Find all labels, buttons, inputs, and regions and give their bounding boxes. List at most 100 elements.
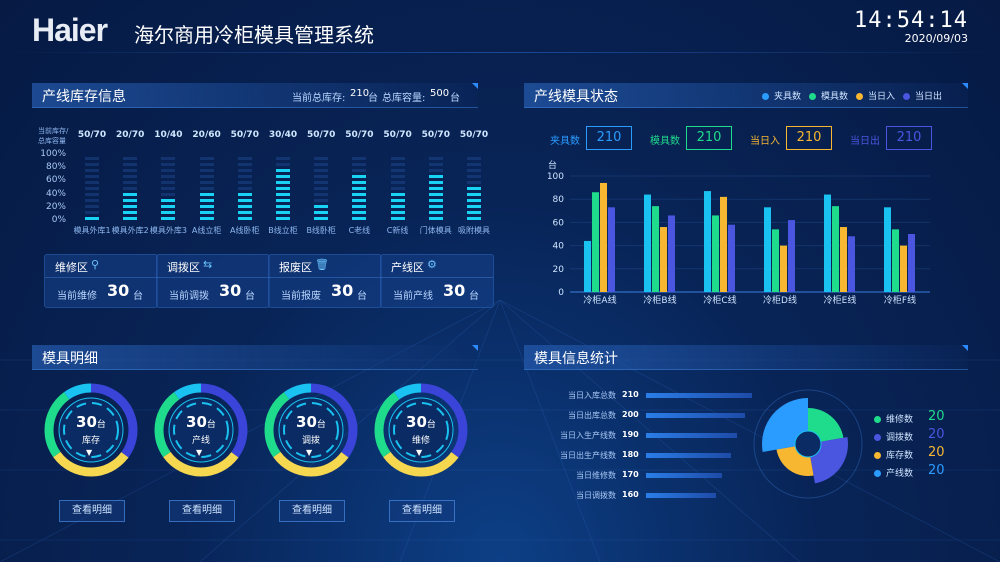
bar-夹具数: [824, 194, 831, 292]
view-detail-button[interactable]: 查看明细: [59, 500, 125, 522]
bar-当日出: [848, 236, 855, 292]
area-card[interactable]: 报废区 🗑 当前报废 30 台: [268, 254, 382, 308]
legend-value: 20: [928, 427, 945, 442]
bar-当日出: [788, 220, 795, 292]
legend-dot: [874, 470, 881, 477]
bar-segment: [161, 163, 176, 166]
stock-bar: [199, 154, 214, 220]
status-title: 产线模具状态: [534, 89, 618, 105]
stock-bar: [352, 154, 367, 220]
ring-label: 调拨: [301, 436, 320, 446]
legend-label: 当日出: [915, 92, 943, 102]
triangle-down-icon: ▼: [416, 448, 423, 457]
bar-segment: [428, 169, 443, 172]
stock-category-label: B线立柜: [268, 226, 298, 235]
view-detail-button[interactable]: 查看明细: [169, 500, 235, 522]
bar-segment: [314, 175, 329, 178]
category-label: 冷柜F线: [884, 294, 916, 306]
area-value: 30: [219, 281, 242, 300]
total-stock-unit: 台: [368, 93, 378, 104]
bar-夹具数: [884, 207, 891, 292]
bar-segment: [276, 187, 290, 190]
category-label: 冷柜A线: [583, 294, 616, 306]
bar-segment: [237, 169, 252, 172]
y-tick-label: 80%: [45, 162, 66, 173]
ring-segment: [374, 383, 468, 477]
bar-segment: [467, 217, 481, 220]
stock-category-label: 门体模具: [419, 226, 452, 235]
legend-dot: [762, 93, 769, 100]
total-stock-label: 当前总库存:: [292, 93, 346, 104]
ring-label: 库存: [81, 436, 100, 446]
y-tick-label: 40%: [45, 188, 66, 199]
molds-title: 模具明细: [42, 351, 98, 367]
status-box-label: 夹具数: [550, 136, 580, 147]
ring-segment: [374, 383, 468, 477]
stats-legend-item: 库存数 20: [874, 445, 945, 461]
bar-segment: [428, 193, 443, 196]
bar-segment: [123, 217, 138, 220]
area-name: 报废区: [279, 261, 312, 274]
ring-inner: [168, 397, 234, 463]
bar-segment: [123, 163, 138, 166]
ring-segment: [154, 383, 248, 477]
stock-bar: [467, 154, 481, 220]
panel-corner: [472, 345, 478, 351]
row-label-line1: 当前库存/: [38, 127, 69, 135]
bar-segment: [161, 187, 176, 190]
bar-segment: [85, 175, 99, 178]
area-unit: 台: [469, 291, 479, 302]
bar-segment: [85, 163, 99, 166]
ring-label: 维修: [411, 436, 430, 446]
status-legend-item: 夹具数: [762, 89, 801, 102]
area-value: 30: [443, 281, 466, 300]
bar-夹具数: [644, 194, 651, 292]
bar-segment: [467, 211, 481, 214]
stat-label: 当日出库总数: [568, 411, 616, 420]
inventory-panel-header: 产线库存信息 当前总库存: 210 台 总库容量: 500 台: [32, 83, 478, 108]
bar-segment: [85, 205, 99, 208]
category-label: 冷柜B线: [643, 294, 676, 306]
area-unit: 台: [245, 291, 255, 302]
bar-segment: [467, 163, 481, 166]
bar-segment: [237, 187, 252, 190]
status-legend-item: 当日出: [903, 89, 942, 102]
stat-label: 当日入生产线数: [560, 431, 616, 440]
stat-bar: [646, 393, 752, 398]
y-tick-label: 20%: [45, 201, 66, 212]
stat-value: 200: [622, 410, 639, 419]
view-detail-button[interactable]: 查看明细: [389, 500, 455, 522]
legend-label: 当日入: [868, 92, 896, 102]
bar-segment: [123, 157, 138, 160]
bar-segment: [390, 205, 405, 208]
bar-当日出: [908, 234, 915, 292]
stock-fraction: 50/70: [459, 130, 489, 140]
ring-segment: [154, 383, 248, 477]
legend-dot: [856, 93, 863, 100]
stock-category-label: 模具外库1: [73, 226, 111, 235]
view-detail-button[interactable]: 查看明细: [279, 500, 345, 522]
bar-segment: [276, 181, 290, 184]
area-label: 当前维修: [57, 291, 97, 302]
area-card[interactable]: 调拨区 ⇆ 当前调拨 30 台: [156, 254, 270, 308]
stock-bar: [123, 154, 138, 220]
bar-segment: [199, 181, 214, 184]
legend-value: 20: [928, 409, 945, 424]
bar-segment: [199, 163, 214, 166]
stock-category-label: A线卧柜: [230, 226, 260, 235]
bar-segment: [123, 205, 138, 208]
bar-segment: [467, 157, 481, 160]
inventory-title: 产线库存信息: [42, 89, 126, 105]
legend-value: 20: [928, 463, 945, 478]
area-card[interactable]: 产线区 ⚙ 当前产线 30 台: [380, 254, 494, 308]
system-title: 海尔商用冷柜模具管理系统: [134, 23, 374, 47]
area-card[interactable]: 维修区 ⚲ 当前维修 30 台: [44, 254, 158, 308]
ring-unit: 台: [96, 420, 106, 430]
stock-fraction: 50/70: [345, 130, 374, 140]
bar-segment: [352, 217, 367, 220]
ring-segment: [264, 383, 358, 477]
bar-segment: [123, 199, 138, 202]
bar-segment: [237, 157, 252, 160]
bar-segment: [276, 217, 290, 220]
bar-segment: [467, 181, 481, 184]
